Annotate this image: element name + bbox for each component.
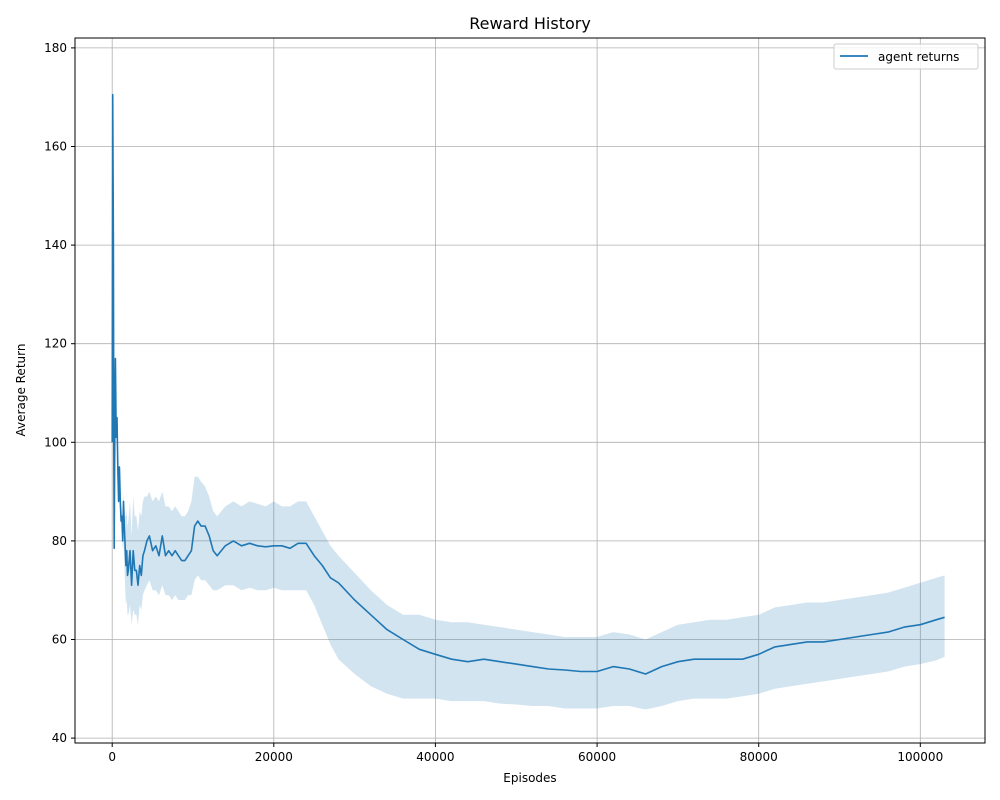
- x-axis: 0 20000 40000 60000 80000 100000: [108, 743, 943, 764]
- y-tick-label: 100: [44, 435, 67, 449]
- plot-frame: [74, 37, 986, 744]
- x-tick-label: 80000: [740, 750, 778, 764]
- x-tick-label: 60000: [578, 750, 616, 764]
- y-tick-label: 80: [52, 534, 67, 548]
- legend-box: [833, 43, 979, 70]
- y-tick-label: 180: [44, 41, 67, 55]
- y-tick-label: 40: [52, 731, 67, 745]
- x-tick-label: 40000: [416, 750, 454, 764]
- y-tick-label: 60: [52, 633, 67, 647]
- grid-lines: [75, 38, 985, 743]
- x-tick-label: 0: [108, 750, 116, 764]
- std-band: [112, 94, 945, 710]
- chart-title: Reward History: [469, 14, 591, 33]
- legend-label-agent-returns: agent returns: [878, 50, 959, 64]
- x-tick-label: 20000: [255, 750, 293, 764]
- x-tick-label: 100000: [897, 750, 943, 764]
- series-line-agent-returns: [111, 93, 945, 675]
- x-axis-label: Episodes: [503, 771, 556, 785]
- y-axis: 40 60 80 100 120 140 160 180: [44, 41, 75, 745]
- y-tick-label: 120: [44, 337, 67, 351]
- y-tick-label: 140: [44, 238, 67, 252]
- legend: agent returns: [833, 43, 979, 70]
- y-tick-label: 160: [44, 140, 67, 154]
- y-axis-label: Average Return: [14, 344, 28, 437]
